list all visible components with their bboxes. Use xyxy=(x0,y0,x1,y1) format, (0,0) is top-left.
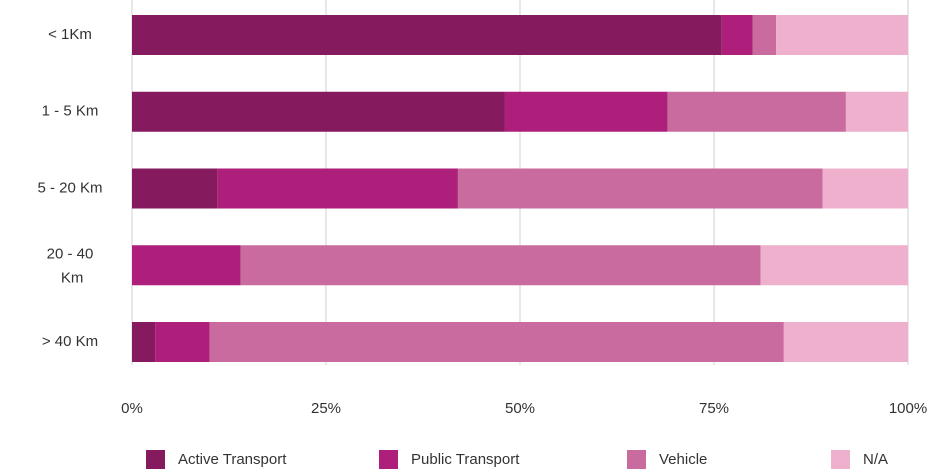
bar-segment xyxy=(752,15,777,55)
legend-swatch xyxy=(146,450,165,469)
bar-segment xyxy=(667,91,846,132)
bar-segment xyxy=(209,322,784,362)
x-tick-label: 25% xyxy=(311,400,341,417)
legend-label: Public Transport xyxy=(411,451,520,468)
bar-segment xyxy=(504,91,668,132)
bar-segment xyxy=(760,245,908,286)
legend-swatch xyxy=(831,450,850,469)
bar-segment xyxy=(845,91,908,132)
legend-swatch xyxy=(379,450,398,469)
bar-segment xyxy=(132,91,505,132)
y-tick-label: 5 - 20 Km xyxy=(37,179,102,196)
y-tick-label: < 1Km xyxy=(48,26,92,43)
bar-segment xyxy=(155,322,210,362)
bar-segment xyxy=(783,322,908,362)
bar-segment xyxy=(240,245,761,286)
x-tick-label: 0% xyxy=(121,400,143,417)
bar-segment xyxy=(132,245,241,286)
legend-swatch xyxy=(627,450,646,469)
bar-segment xyxy=(457,168,823,209)
bar-segment xyxy=(721,15,753,55)
bar-segment xyxy=(822,168,908,209)
legend-label: Vehicle xyxy=(659,451,707,468)
label-line: 20 - 40 xyxy=(47,245,94,262)
label-line: Km xyxy=(57,269,84,286)
y-tick-label: 1 - 5 Km xyxy=(42,103,99,120)
bar-segment xyxy=(776,15,908,55)
bar-segment xyxy=(132,168,218,209)
x-tick-label: 100% xyxy=(889,400,927,417)
x-tick-label: 75% xyxy=(699,400,729,417)
x-tick-label: 50% xyxy=(505,400,535,417)
legend-label: Active Transport xyxy=(178,451,287,468)
y-tick-label: > 40 Km xyxy=(42,333,98,350)
bar-segment xyxy=(217,168,458,209)
y-tick-label: 20 - 40 Km xyxy=(47,245,94,286)
bar-segment xyxy=(132,15,722,55)
legend-label: N/A xyxy=(863,451,888,468)
bar-segment xyxy=(132,322,156,362)
